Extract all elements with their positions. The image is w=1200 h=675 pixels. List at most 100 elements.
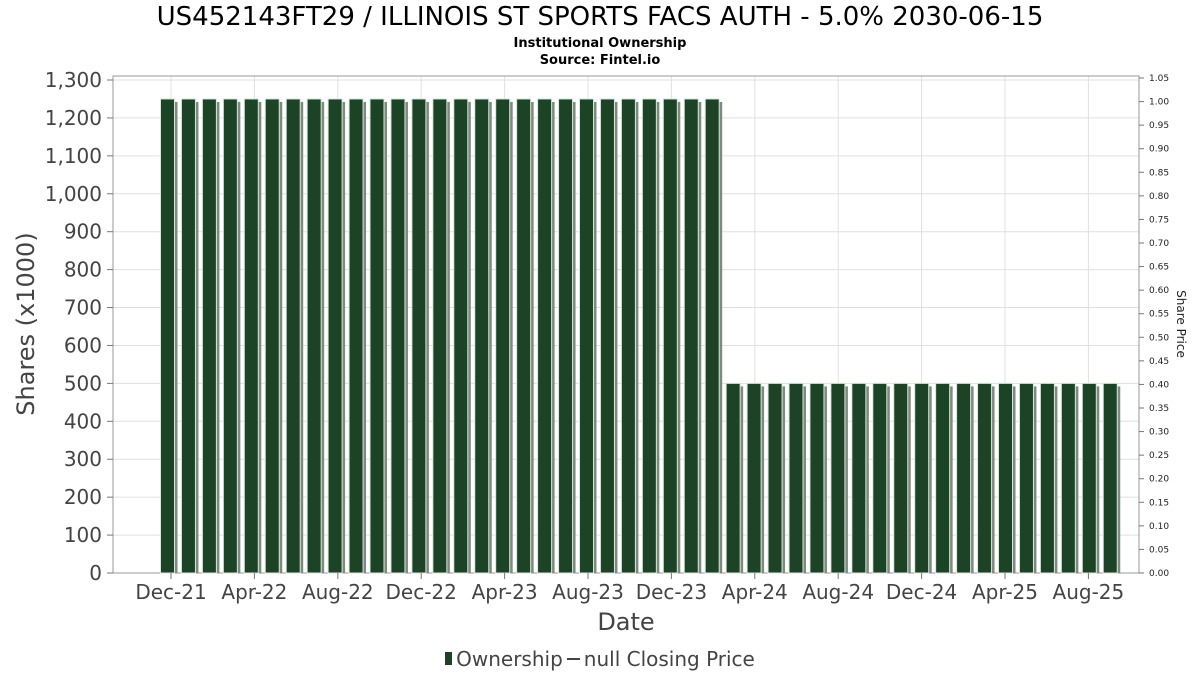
x-tick-label: Dec-22 bbox=[386, 580, 457, 604]
y2-tick-label: 0.30 bbox=[1149, 428, 1169, 438]
ownership-bar bbox=[683, 98, 699, 574]
ownership-bar bbox=[306, 98, 322, 574]
chart-subtitle: Institutional Ownership Source: Fintel.i… bbox=[0, 35, 1200, 69]
x-tick-label: Dec-23 bbox=[636, 580, 707, 604]
ownership-legend-swatch bbox=[445, 652, 453, 665]
x-tick-label: Apr-23 bbox=[472, 580, 538, 604]
ownership-bar bbox=[641, 98, 657, 574]
y2-tick-label: 0.80 bbox=[1149, 192, 1169, 202]
y-tick-label: 300 bbox=[64, 447, 102, 471]
y-tick-label: 900 bbox=[64, 220, 102, 244]
y2-tick-label: 0.40 bbox=[1149, 380, 1169, 390]
chart-title: US452143FT29 / ILLINOIS ST SPORTS FACS A… bbox=[156, 2, 1044, 32]
ownership-bar bbox=[264, 98, 280, 574]
ownership-bar bbox=[243, 98, 259, 574]
x-tick-label: Dec-24 bbox=[886, 580, 957, 604]
bars bbox=[160, 98, 1121, 574]
ownership-bar bbox=[851, 382, 867, 574]
y2-tick-label: 0.60 bbox=[1149, 286, 1169, 296]
x-tick-label: Aug-24 bbox=[802, 580, 874, 604]
y2-tick-label: 0.85 bbox=[1149, 168, 1169, 178]
ownership-bar bbox=[516, 98, 532, 574]
ownership-bar bbox=[704, 98, 720, 574]
ownership-bar bbox=[453, 98, 469, 574]
ownership-bar bbox=[432, 98, 448, 574]
y2-tick-label: 1.00 bbox=[1149, 98, 1169, 108]
x-tick-label: Apr-25 bbox=[972, 580, 1038, 604]
ownership-bar bbox=[285, 98, 301, 574]
y-tick-label: 1,200 bbox=[45, 106, 102, 130]
y2-tick-label: 0.35 bbox=[1149, 404, 1169, 414]
ownership-bar bbox=[746, 382, 762, 574]
y2-tick-label: 0.20 bbox=[1149, 475, 1169, 485]
y2-tick-label: 0.90 bbox=[1149, 145, 1169, 155]
price-legend-line bbox=[566, 657, 580, 660]
ownership-bar bbox=[914, 382, 930, 574]
ownership-bar bbox=[1039, 382, 1055, 574]
ownership-bar bbox=[998, 382, 1013, 574]
ownership-legend-label: Ownership bbox=[456, 647, 563, 671]
ownership-bar bbox=[1081, 382, 1097, 574]
y2-tick-label: 0.50 bbox=[1149, 333, 1169, 343]
x-tick-label: Aug-23 bbox=[552, 580, 624, 604]
ownership-bar bbox=[788, 382, 804, 574]
ownership-bar bbox=[809, 382, 825, 574]
y-tick-label: 500 bbox=[64, 371, 102, 395]
y-tick-label: 700 bbox=[64, 296, 102, 320]
ownership-bar bbox=[495, 98, 511, 574]
y2-tick-label: 0.25 bbox=[1149, 451, 1169, 461]
ownership-bar bbox=[222, 98, 238, 574]
ownership-bar bbox=[327, 98, 343, 574]
y2-tick-label: 0.75 bbox=[1149, 215, 1169, 225]
y2-tick-label: 0.10 bbox=[1149, 522, 1169, 532]
y2-tick-label: 0.65 bbox=[1149, 263, 1169, 273]
ownership-bar bbox=[537, 98, 553, 574]
ownership-bar bbox=[725, 382, 741, 574]
y-tick-label: 400 bbox=[64, 409, 102, 433]
ownership-bar bbox=[830, 382, 846, 574]
ownership-bar bbox=[977, 382, 993, 574]
subtitle-line-2: Source: Fintel.io bbox=[539, 53, 661, 68]
ownership-bar bbox=[662, 98, 678, 574]
y2-tick-label: 1.05 bbox=[1149, 74, 1169, 84]
ownership-bar bbox=[201, 98, 217, 574]
ownership-bar bbox=[411, 98, 427, 574]
subtitle-line-1: Institutional Ownership bbox=[513, 36, 687, 51]
y-tick-label: 1,000 bbox=[45, 182, 102, 206]
x-tick-label: Apr-24 bbox=[722, 580, 788, 604]
y-tick-label: 600 bbox=[64, 333, 102, 357]
ownership-bar bbox=[579, 98, 594, 574]
x-tick-label: Aug-22 bbox=[302, 580, 374, 604]
y2-tick-label: 0.70 bbox=[1149, 239, 1169, 249]
y2-axis-ticks: 0.00 0.05 0.10 0.15 0.20 0.25 0.30 0.35 0.40 0.45… bbox=[1139, 74, 1169, 579]
y-tick-label: 100 bbox=[64, 523, 102, 547]
price-legend-label: null Closing Price bbox=[583, 647, 755, 671]
y-tick-label: 800 bbox=[64, 258, 102, 282]
y2-tick-label: 0.95 bbox=[1149, 121, 1169, 131]
y-tick-label: 0 bbox=[89, 561, 102, 585]
y2-tick-label: 0.45 bbox=[1149, 357, 1169, 367]
ownership-bar bbox=[893, 382, 909, 574]
ownership-bar bbox=[558, 98, 574, 574]
x-tick-label: Aug-25 bbox=[1053, 580, 1125, 604]
y2-axis-title: Share Price bbox=[1174, 290, 1188, 358]
ownership-bar bbox=[160, 98, 175, 574]
y-tick-label: 200 bbox=[64, 485, 102, 509]
x-tick-label: Dec-21 bbox=[135, 580, 206, 604]
y2-tick-label: 0.15 bbox=[1149, 498, 1169, 508]
ownership-bar bbox=[1060, 382, 1076, 574]
x-axis-title: Date bbox=[597, 608, 654, 636]
ownership-bar bbox=[180, 98, 196, 574]
ownership-bar bbox=[935, 382, 951, 574]
ownership-bar bbox=[956, 382, 972, 574]
ownership-bar bbox=[767, 382, 783, 574]
legend: Ownership null Closing Price bbox=[0, 647, 1200, 671]
y-tick-label: 1,300 bbox=[45, 68, 102, 92]
y2-tick-label: 0.05 bbox=[1149, 545, 1169, 555]
y2-tick-label: 0.55 bbox=[1149, 310, 1169, 320]
y-axis-title: Shares (x1000) bbox=[12, 232, 40, 415]
ownership-bar bbox=[620, 98, 636, 574]
x-tick-label: Apr-22 bbox=[221, 580, 287, 604]
ownership-bar bbox=[599, 98, 615, 574]
